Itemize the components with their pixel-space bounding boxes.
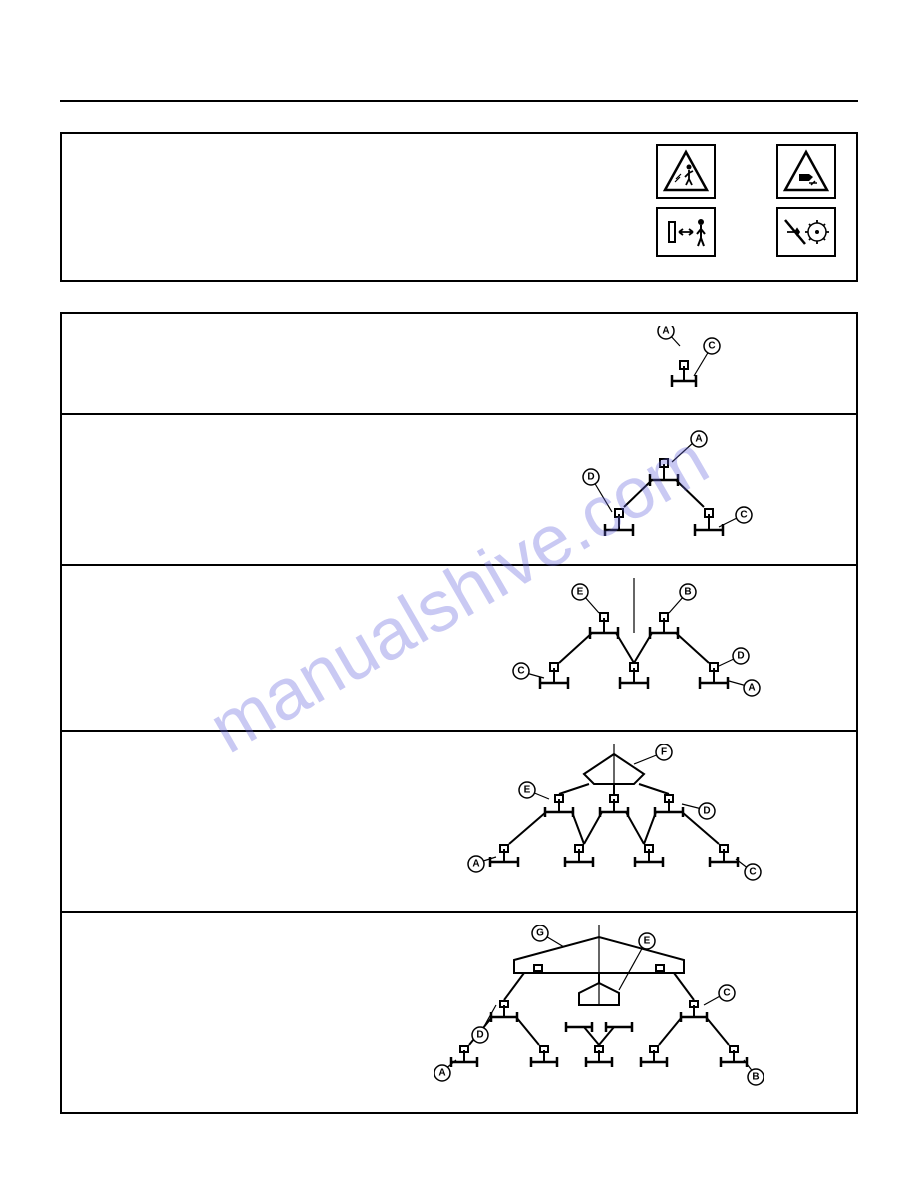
label-f: F [661,747,667,758]
label-c: C [723,988,730,999]
label-e: E [644,936,651,947]
diagram-single-unit: A C [644,326,764,401]
label-a: A [748,683,755,694]
label-c: C [708,341,715,352]
config-row-5: A B C D E G [62,913,856,1112]
diagram-three-unit: A C D [564,427,764,552]
warning-pair-2 [776,144,836,257]
warning-box [60,132,858,282]
label-e: E [577,587,584,598]
label-a: A [472,859,479,870]
label-e: E [524,785,531,796]
label-d: D [703,806,710,817]
label-d: D [587,472,594,483]
label-c: C [749,867,756,878]
config-row-4: A C D E F [62,732,856,913]
page-container: A C [0,0,918,1164]
label-c: C [740,510,747,521]
label-c: C [517,666,524,677]
no-hand-gear-warning-icon [776,207,836,257]
config-row-2: A C D [62,415,856,566]
label-a: A [695,434,702,445]
diagram-nine-unit: A B C D E G [434,925,764,1100]
warning-pair-1 [656,144,716,257]
label-d: D [476,1030,483,1041]
header-divider [60,100,858,102]
keep-distance-warning-icon [656,207,716,257]
label-d: D [737,651,744,662]
label-b: B [684,587,691,598]
label-a: A [662,326,669,337]
label-b: B [752,1072,759,1083]
label-a: A [438,1068,445,1079]
diagram-five-unit: A B C D E [504,578,764,718]
thrown-object-warning-icon [656,144,716,199]
warning-icons-group [656,144,836,257]
cutting-hazard-warning-icon [776,144,836,199]
config-row-1: A C [62,314,856,415]
diagram-seven-unit: A C D E F [464,744,764,899]
configurations-table: A C [60,312,858,1114]
config-row-3: A B C D E [62,566,856,732]
label-g: G [536,928,544,939]
